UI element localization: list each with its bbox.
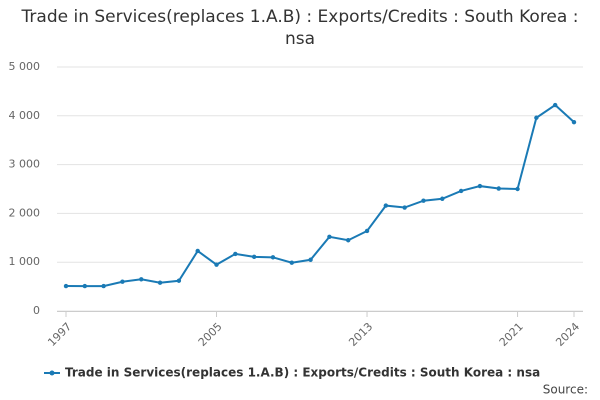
- point: [346, 238, 351, 243]
- point: [440, 196, 445, 201]
- point: [270, 255, 276, 260]
- point: [515, 186, 520, 192]
- point: [251, 254, 257, 260]
- point: [139, 277, 144, 282]
- y-tick-label: 4 000: [9, 109, 41, 122]
- y-tick-label: 1 000: [9, 255, 41, 268]
- point: [176, 278, 182, 283]
- y-tick-label: 5 000: [9, 60, 41, 73]
- x-tick-label: 1997: [45, 320, 74, 349]
- x-tick-label: 2021: [497, 320, 526, 349]
- point: [63, 283, 69, 289]
- point: [477, 183, 483, 189]
- point: [402, 205, 407, 210]
- legend-marker: [49, 370, 55, 376]
- y-tick-label: 0: [33, 304, 40, 317]
- point: [195, 248, 200, 254]
- legend-label: Trade in Services(replaces 1.A.B) : Expo…: [65, 366, 540, 380]
- point: [458, 188, 464, 194]
- point: [101, 283, 106, 289]
- point: [82, 283, 88, 289]
- point: [289, 260, 294, 265]
- point: [214, 262, 219, 267]
- point: [327, 234, 332, 240]
- x-tick-label: 2024: [553, 320, 582, 349]
- line-series: [65, 103, 575, 288]
- x-tick-label: 2005: [196, 320, 225, 349]
- source: Source:: [543, 383, 588, 397]
- point: [496, 186, 501, 191]
- y-tick-label: 2 000: [9, 206, 41, 219]
- point: [364, 228, 370, 234]
- point: [534, 115, 539, 120]
- point: [421, 198, 426, 203]
- y-tick-label: 3 000: [9, 158, 41, 171]
- point: [233, 251, 238, 257]
- point: [157, 280, 163, 285]
- point: [571, 119, 577, 125]
- point: [552, 102, 558, 108]
- point: [383, 203, 389, 208]
- point: [120, 279, 125, 284]
- chart-title: Trade in Services(replaces 1.A.B) : Expo…: [21, 7, 579, 49]
- point: [308, 257, 313, 262]
- x-tick-label: 2013: [346, 320, 375, 349]
